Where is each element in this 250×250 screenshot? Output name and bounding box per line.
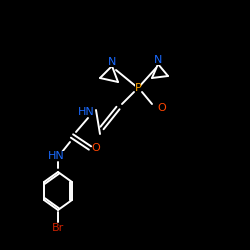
Text: N: N bbox=[108, 57, 116, 67]
Text: O: O bbox=[92, 143, 100, 153]
Text: HN: HN bbox=[78, 107, 94, 117]
Text: P: P bbox=[134, 83, 141, 93]
Text: HN: HN bbox=[48, 151, 64, 161]
Text: O: O bbox=[158, 103, 166, 113]
Text: Br: Br bbox=[52, 223, 64, 233]
Text: N: N bbox=[154, 55, 162, 65]
